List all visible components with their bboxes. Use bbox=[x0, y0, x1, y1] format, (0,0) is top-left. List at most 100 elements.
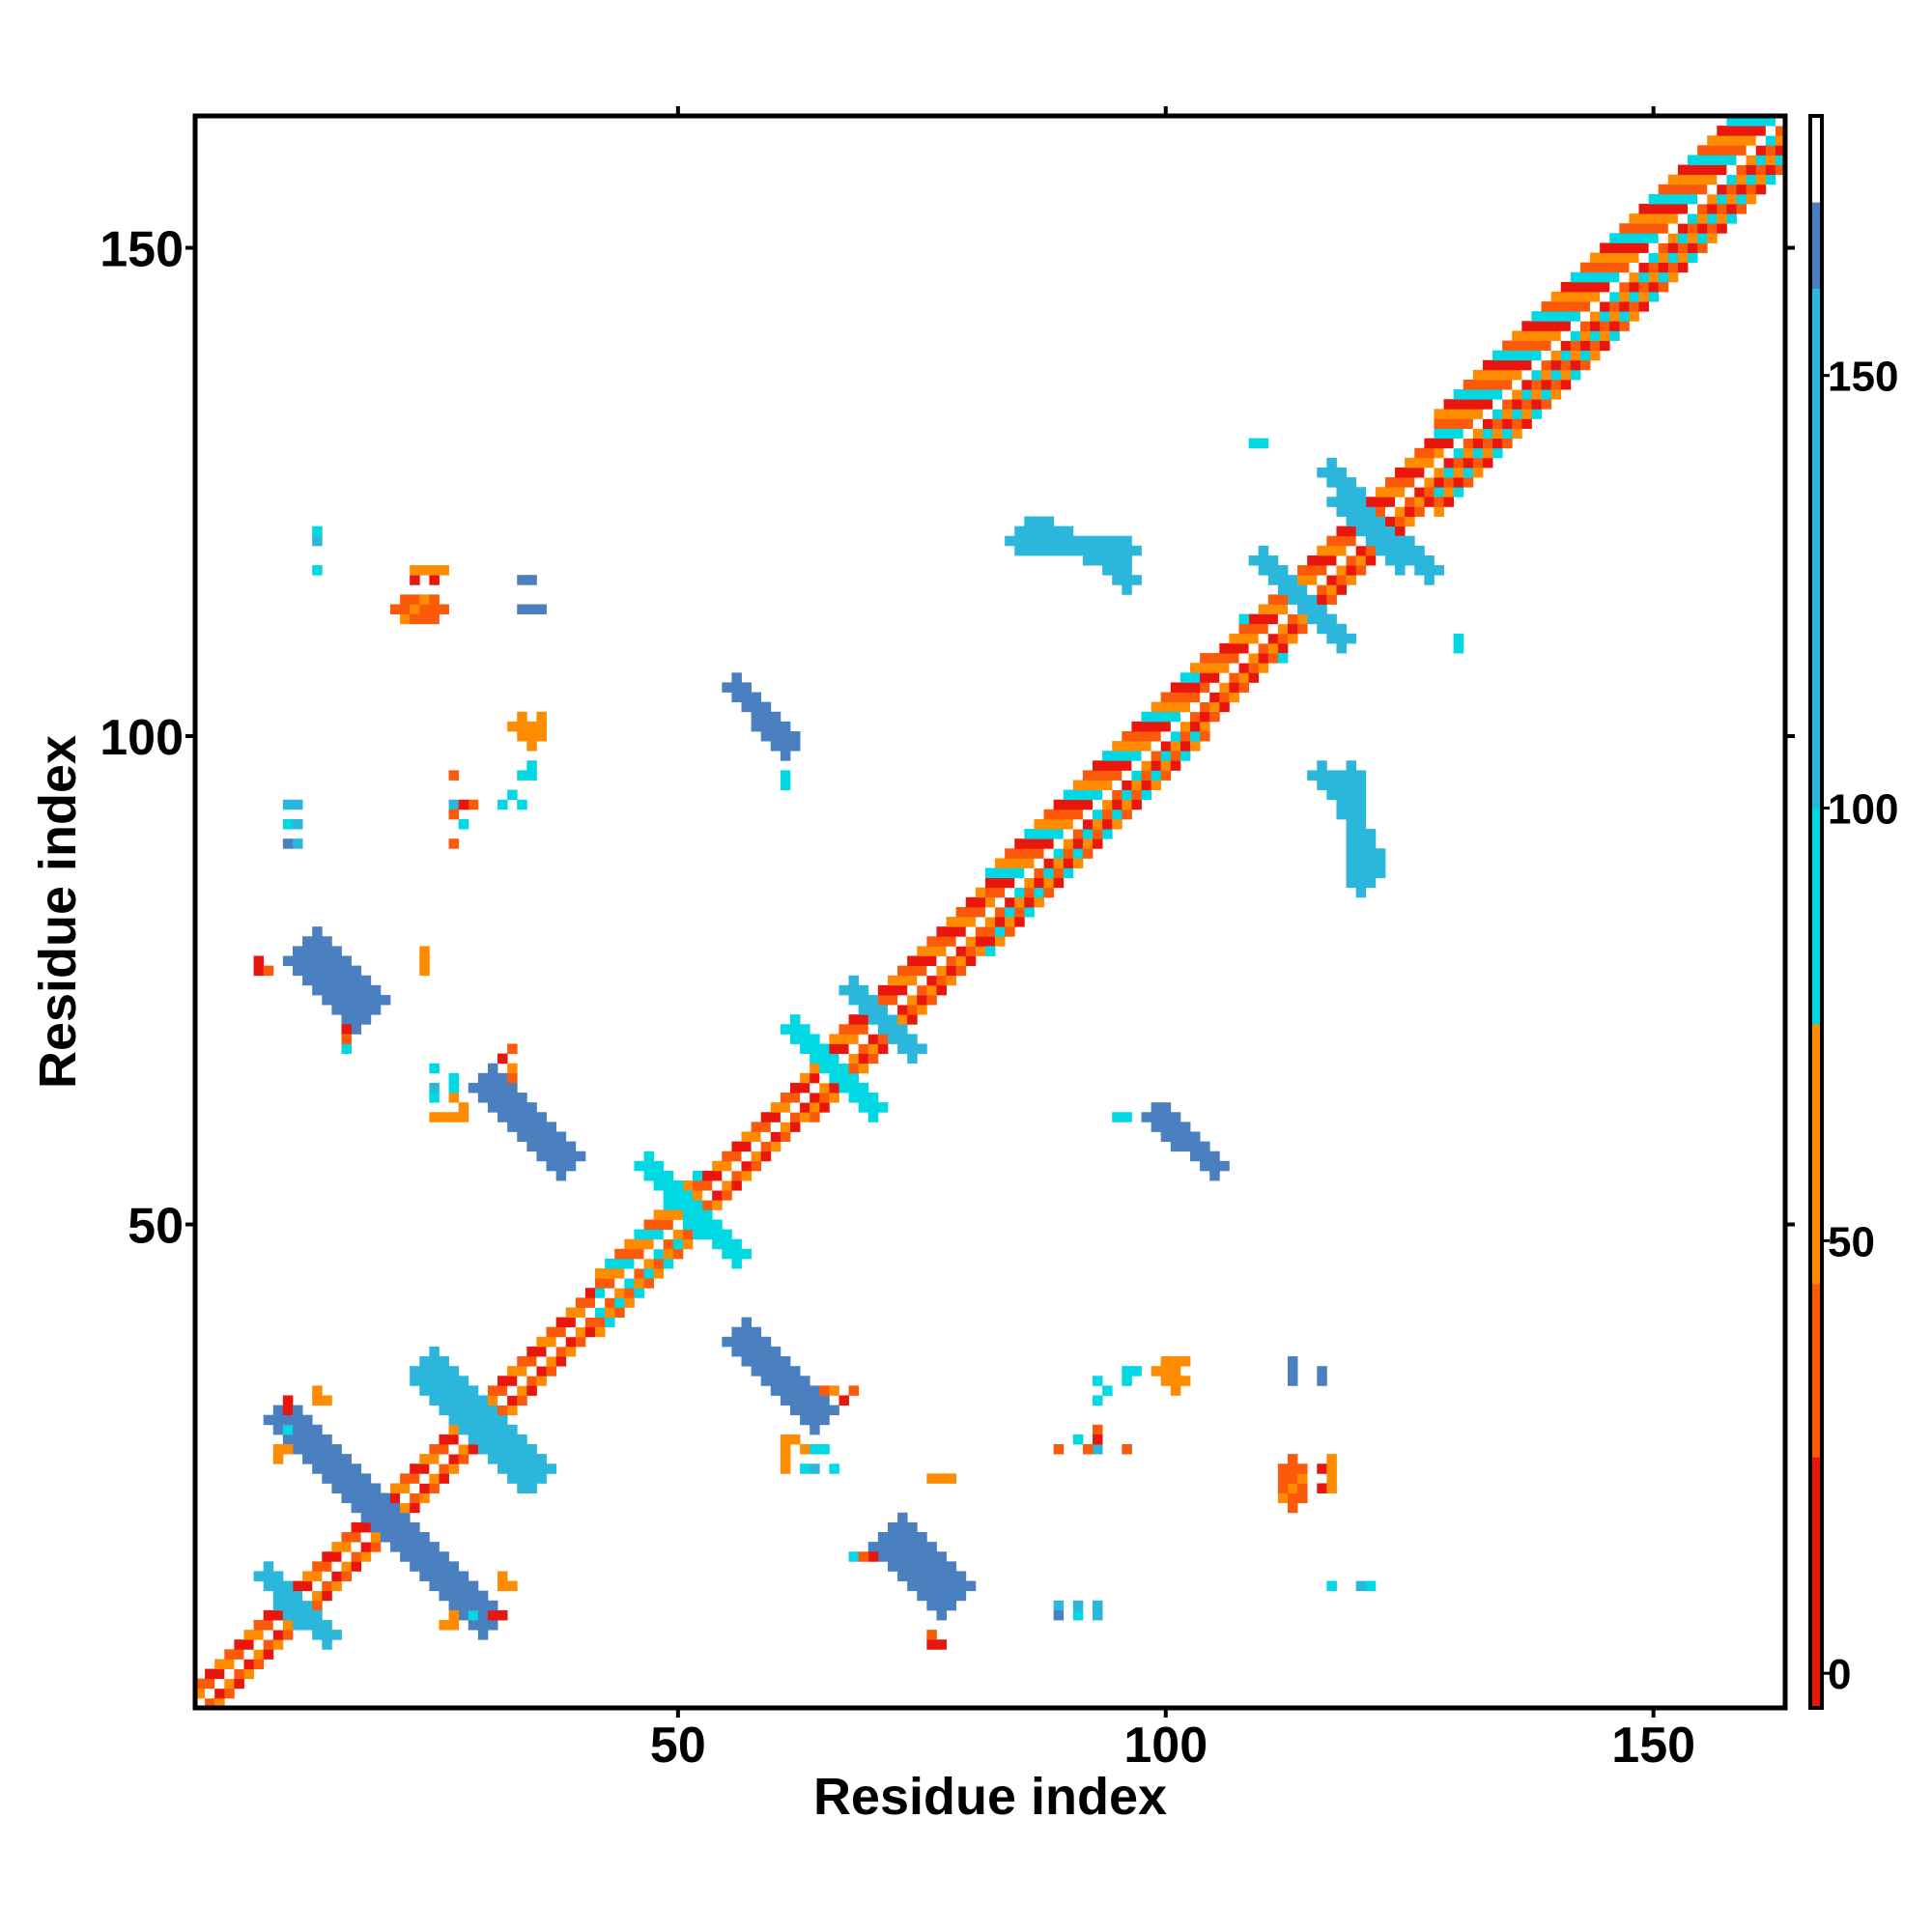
heatmap-cell bbox=[360, 1502, 372, 1514]
heatmap-cell bbox=[282, 838, 294, 849]
heatmap-cell bbox=[1336, 789, 1347, 801]
heatmap-cell bbox=[360, 1014, 372, 1025]
heatmap-cell bbox=[458, 799, 469, 810]
heatmap-cell bbox=[1443, 467, 1455, 478]
heatmap-cell bbox=[517, 1122, 527, 1132]
heatmap-cell bbox=[1365, 516, 1377, 527]
heatmap-cell bbox=[1326, 1483, 1337, 1493]
heatmap-cell bbox=[1277, 584, 1289, 595]
heatmap-cell bbox=[331, 955, 342, 967]
heatmap-cell bbox=[487, 1082, 498, 1094]
heatmap-cell bbox=[322, 1395, 332, 1406]
heatmap-cell bbox=[1200, 653, 1210, 664]
heatmap-cell bbox=[1170, 1356, 1181, 1367]
heatmap-cell bbox=[1619, 262, 1630, 273]
heatmap-cell bbox=[322, 1463, 332, 1474]
heatmap-cell bbox=[507, 1473, 518, 1484]
heatmap-cell bbox=[429, 575, 440, 585]
heatmap-cell bbox=[1424, 575, 1435, 585]
heatmap-cell bbox=[312, 1609, 323, 1621]
heatmap-cell bbox=[838, 1043, 849, 1054]
heatmap-cell bbox=[1414, 447, 1425, 459]
heatmap-cell bbox=[877, 1551, 889, 1562]
heatmap-cell bbox=[1326, 633, 1337, 644]
heatmap-cell bbox=[1355, 867, 1367, 879]
heatmap-cell bbox=[780, 1463, 791, 1474]
x-tick-label: 100 bbox=[1123, 1718, 1208, 1774]
heatmap-cell bbox=[722, 1170, 732, 1181]
heatmap-cell bbox=[770, 711, 781, 723]
heatmap-cell bbox=[780, 1093, 791, 1103]
heatmap-cell bbox=[517, 1473, 527, 1484]
heatmap-cell bbox=[400, 604, 411, 615]
heatmap-cell bbox=[526, 730, 537, 742]
heatmap-cell bbox=[1346, 516, 1357, 527]
heatmap-cell bbox=[487, 1620, 498, 1631]
heatmap-cell bbox=[507, 1082, 518, 1094]
heatmap-cell bbox=[263, 1609, 274, 1621]
heatmap-cell bbox=[1560, 379, 1572, 390]
heatmap-cell bbox=[1384, 554, 1396, 566]
heatmap-cell bbox=[965, 946, 977, 956]
heatmap-cell bbox=[312, 926, 323, 937]
heatmap-cell bbox=[341, 1005, 352, 1015]
heatmap-cell bbox=[1005, 858, 1015, 868]
heatmap-cell bbox=[672, 1238, 684, 1250]
heatmap-cell bbox=[663, 1248, 674, 1260]
heatmap-cell bbox=[1170, 751, 1181, 761]
heatmap-cell bbox=[497, 1053, 508, 1065]
heatmap-cell bbox=[780, 1356, 791, 1367]
heatmap-cell bbox=[1482, 409, 1493, 419]
heatmap-cell bbox=[1726, 193, 1737, 205]
heatmap-cell bbox=[429, 1346, 440, 1357]
heatmap-cell bbox=[272, 1424, 284, 1435]
heatmap-cell bbox=[1209, 701, 1220, 713]
heatmap-cell bbox=[526, 741, 537, 752]
heatmap-cell bbox=[517, 1463, 527, 1474]
heatmap-cell bbox=[936, 1600, 947, 1611]
heatmap-cell bbox=[243, 1639, 254, 1650]
heatmap-cell bbox=[1317, 760, 1327, 771]
heatmap-cell bbox=[887, 1561, 898, 1572]
heatmap-cell bbox=[693, 1200, 703, 1210]
heatmap-cell bbox=[1326, 457, 1337, 469]
heatmap-cell bbox=[867, 1043, 879, 1054]
heatmap-cell bbox=[1590, 350, 1601, 361]
heatmap-cell bbox=[546, 1131, 557, 1142]
heatmap-cell bbox=[400, 1551, 411, 1562]
heatmap-cell bbox=[1160, 701, 1172, 713]
heatmap-cell bbox=[429, 604, 440, 615]
heatmap-cell bbox=[1122, 799, 1132, 810]
heatmap-cell bbox=[770, 1131, 781, 1142]
heatmap-cell bbox=[253, 965, 265, 977]
heatmap-cell bbox=[565, 1326, 577, 1338]
heatmap-cell bbox=[887, 1005, 898, 1015]
heatmap-cell bbox=[1521, 350, 1532, 361]
heatmap-cell bbox=[1072, 1600, 1084, 1611]
heatmap-cell bbox=[1365, 497, 1377, 507]
heatmap-cell bbox=[1326, 1580, 1337, 1592]
heatmap-cell bbox=[887, 975, 898, 986]
heatmap-cell bbox=[1746, 116, 1757, 127]
heatmap-cell bbox=[400, 1492, 411, 1504]
heatmap-cell bbox=[1541, 311, 1552, 322]
heatmap-cell bbox=[282, 1414, 294, 1426]
heatmap-cell bbox=[1609, 301, 1620, 312]
heatmap-cell bbox=[1502, 379, 1513, 390]
heatmap-cell bbox=[1638, 262, 1650, 273]
heatmap-cell bbox=[389, 1483, 401, 1493]
heatmap-cell bbox=[1005, 896, 1015, 908]
heatmap-cell bbox=[195, 1678, 206, 1690]
heatmap-cell bbox=[780, 1376, 791, 1386]
heatmap-cell bbox=[1395, 487, 1406, 497]
heatmap-cell bbox=[517, 721, 527, 732]
heatmap-cell bbox=[263, 1620, 274, 1631]
heatmap-cell bbox=[1746, 126, 1757, 136]
heatmap-cell bbox=[810, 1043, 820, 1054]
heatmap-cell bbox=[897, 1512, 908, 1523]
heatmap-cell bbox=[731, 1238, 742, 1250]
heatmap-cell bbox=[214, 1678, 225, 1690]
heatmap-cell bbox=[848, 994, 860, 1006]
heatmap-cell bbox=[477, 1600, 489, 1611]
heatmap-cell bbox=[322, 955, 332, 967]
